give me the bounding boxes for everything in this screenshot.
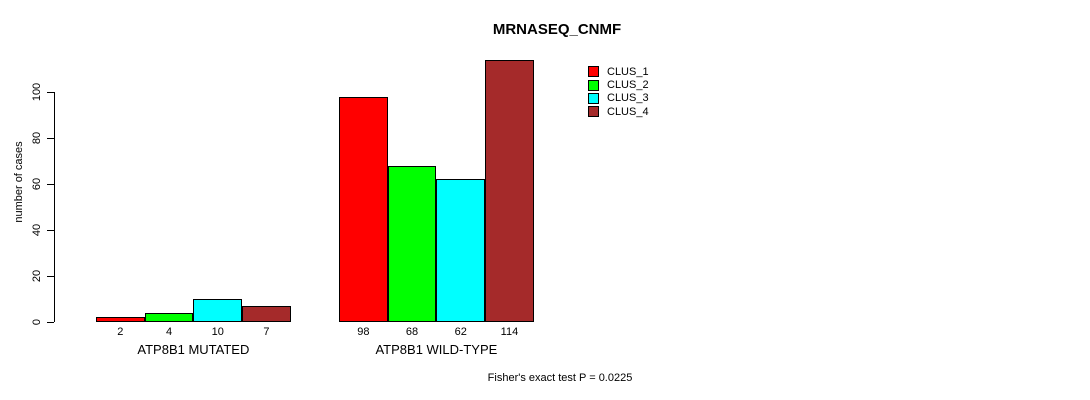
y-axis-line xyxy=(54,92,55,322)
category-label: ATP8B1 WILD-TYPE xyxy=(375,342,498,357)
bar-clus_2-1 xyxy=(144,312,194,322)
y-tick xyxy=(47,230,54,231)
legend-label: CLUS_3 xyxy=(607,92,649,105)
bar-value-label: 68 xyxy=(405,326,419,338)
y-tick xyxy=(47,92,54,93)
y-tick-label: 60 xyxy=(31,177,43,191)
bar-clus_3-2 xyxy=(436,179,486,322)
bar-clus_3-1 xyxy=(193,299,243,322)
legend-row: CLUS_2 xyxy=(588,78,649,91)
y-tick-label: 80 xyxy=(31,131,43,145)
bar-clus_2-2 xyxy=(387,165,437,322)
legend-row: CLUS_3 xyxy=(588,92,649,105)
legend-label: CLUS_1 xyxy=(607,65,649,78)
legend-row: CLUS_4 xyxy=(588,105,649,118)
y-tick-label: 0 xyxy=(31,318,43,326)
y-tick xyxy=(47,322,54,323)
bar-clus_1-2 xyxy=(339,96,388,322)
y-tick xyxy=(47,184,54,185)
bar-value-label: 4 xyxy=(165,326,173,338)
bar-value-label: 98 xyxy=(357,326,370,338)
y-axis-title: number of cases xyxy=(13,141,25,223)
legend-swatch-icon xyxy=(588,106,599,118)
bar-value-label: 62 xyxy=(454,326,467,338)
bar-value-label: 10 xyxy=(211,326,224,338)
bar-value-label: 2 xyxy=(117,326,124,338)
bar-clus_4-2 xyxy=(485,59,534,322)
chart-title: MRNASEQ_CNMF xyxy=(492,21,622,38)
y-tick-label: 100 xyxy=(31,82,43,102)
bar-clus_4-1 xyxy=(242,305,291,322)
legend-label: CLUS_2 xyxy=(607,79,649,92)
bar-value-label: 7 xyxy=(263,326,270,338)
legend-swatch-icon xyxy=(588,79,599,91)
legend-swatch-icon xyxy=(588,66,599,78)
bar-value-label: 114 xyxy=(500,326,519,338)
y-tick xyxy=(47,276,54,277)
legend-label: CLUS_4 xyxy=(607,105,649,118)
y-tick xyxy=(47,138,54,139)
legend-row: CLUS_1 xyxy=(588,65,649,78)
y-tick-label: 40 xyxy=(31,223,43,237)
legend-swatch-icon xyxy=(588,92,599,104)
pvalue-annotation: Fisher's exact test P = 0.0225 xyxy=(487,372,633,384)
category-label: ATP8B1 MUTATED xyxy=(137,342,250,357)
y-tick-label: 20 xyxy=(31,269,43,283)
legend: CLUS_1 CLUS_2 CLUS_3 CLUS_4 xyxy=(588,65,649,119)
bar-clus_1-1 xyxy=(96,317,145,322)
